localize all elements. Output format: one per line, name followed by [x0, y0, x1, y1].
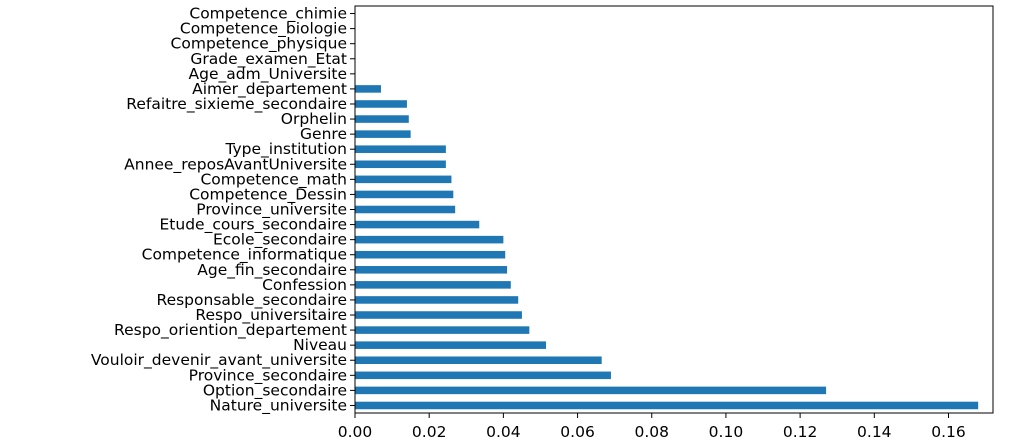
bar-Competence_Dessin — [355, 190, 454, 199]
x-tick-label: 0.04 — [486, 423, 521, 441]
category-label: Grade_examen_Etat — [190, 50, 347, 69]
category-label: Ecole_secondaire — [213, 231, 347, 250]
bar-Respo_universitaire — [355, 311, 522, 319]
category-label: Niveau — [293, 336, 347, 354]
category-label: Genre — [300, 125, 347, 143]
category-label: Vouloir_devenir_avant_universite — [91, 351, 347, 370]
bar-Refaitre_sixieme_secondaire — [355, 100, 407, 108]
bar-Annee_reposAvantUniversite — [355, 160, 446, 169]
bar-Niveau — [355, 341, 547, 349]
category-label: Province_secondaire — [189, 366, 347, 385]
category-label: Competence_Dessin — [189, 185, 347, 204]
bar-Nature_universite — [355, 401, 979, 410]
category-label: Age_adm_Universite — [189, 65, 347, 84]
category-label: Nature_universite — [210, 396, 347, 415]
bar-Vouloir_devenir_avant_universite — [355, 356, 602, 365]
plot-frame — [354, 5, 994, 414]
category-labels-group: Nature_universiteOption_secondaireProvin… — [91, 5, 347, 416]
bar-Responsable_secondaire — [355, 296, 519, 304]
category-label: Orphelin — [281, 110, 347, 128]
category-label: Competence_math — [200, 170, 347, 189]
x-tick-label: 0.08 — [634, 423, 669, 441]
category-label: Option_secondaire — [203, 381, 347, 400]
category-label: Competence_chimie — [189, 5, 347, 24]
category-label: Competence_informatique — [142, 246, 347, 265]
x-tick-label: 0.00 — [338, 423, 373, 441]
bar-Orphelin — [355, 115, 409, 123]
x-tick-label: 0.16 — [931, 423, 966, 441]
bar-Option_secondaire — [355, 386, 827, 395]
category-label: Competence_physique — [171, 35, 347, 54]
category-label: Etude_cours_secondaire — [160, 216, 348, 235]
x-tick-label: 0.02 — [412, 423, 447, 441]
bar-Competence_informatique — [355, 250, 506, 259]
category-label: Respo_universitaire — [195, 306, 347, 325]
bar-Age_fin_secondaire — [355, 266, 508, 274]
x-tick-label: 0.14 — [857, 423, 892, 441]
bar-Etude_cours_secondaire — [355, 220, 480, 229]
category-label: Refaitre_sixieme_secondaire — [126, 95, 347, 114]
category-label: Type_institution — [224, 140, 347, 159]
bar-Respo_oriention_departement — [355, 326, 530, 334]
x-tick-label: 0.06 — [560, 423, 595, 441]
bar-Aimer_departement — [355, 85, 381, 93]
category-label: Responsable_secondaire — [157, 291, 348, 310]
category-label: Aimer_departement — [192, 80, 347, 99]
category-label: Province_universite — [196, 201, 347, 220]
category-label: Competence_biologie — [180, 20, 347, 39]
bar-Genre — [355, 130, 411, 138]
x-tick-label: 0.10 — [709, 423, 744, 441]
bars-group — [355, 85, 979, 410]
category-label: Confession — [262, 276, 347, 294]
bar-Ecole_secondaire — [355, 235, 504, 244]
x-tick-label: 0.12 — [783, 423, 818, 441]
bar-Province_universite — [355, 205, 456, 214]
category-label: Annee_reposAvantUniversite — [124, 155, 347, 174]
bar-Province_secondaire — [355, 371, 611, 380]
x-axis-ticks-group: 0.00 0.02 0.04 0.06 0.08 0.10 0.12 0.14 0.16 — [338, 13, 966, 441]
bar-Competence_math — [355, 175, 452, 184]
category-label: Age_fin_secondaire — [197, 261, 347, 280]
bar-Confession — [355, 281, 511, 289]
category-label: Respo_oriention_departement — [114, 321, 347, 340]
bar-Type_institution — [355, 145, 446, 153]
